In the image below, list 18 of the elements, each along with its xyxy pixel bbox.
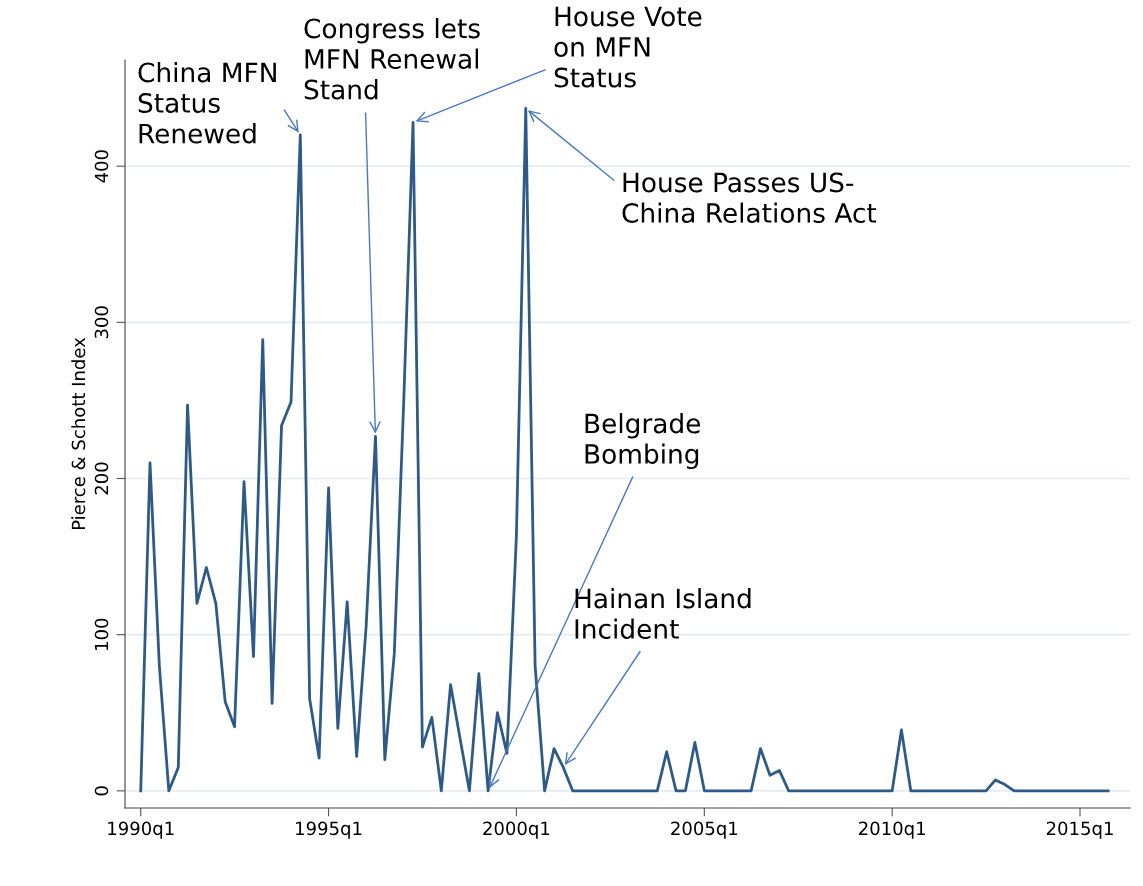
annotation: House Vote on MFN Status (554, 6, 702, 88)
x-tick-label: 2015q1 (1046, 821, 1113, 839)
x-tick-label: 1990q1 (108, 821, 174, 839)
x-tick-label: 1995q1 (296, 821, 362, 839)
annotation: China MFN Status Renewed (138, 62, 276, 144)
y-tick-label: 200 (94, 462, 109, 495)
x-tick-label: 2010q1 (859, 821, 925, 839)
annotation: House Passes US- China Relations Act (622, 172, 877, 223)
annotation: Hainan Island Incident (575, 588, 751, 639)
y-tick-label: 100 (94, 618, 109, 650)
x-tick-label: 2005q1 (671, 821, 738, 839)
y-tick-label: 0 (94, 786, 109, 796)
x-tick-label: 2000q1 (483, 821, 550, 839)
annotation: Congress lets MFN Renewal Stand (304, 18, 480, 100)
y-axis-title: Pierce & Schott Index (71, 337, 86, 530)
y-tick-label: 400 (94, 150, 109, 183)
annotation: Belgrade Bombing (585, 413, 701, 470)
y-tick-label: 300 (94, 306, 109, 339)
